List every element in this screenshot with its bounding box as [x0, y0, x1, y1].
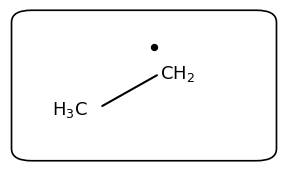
Text: CH$_2$: CH$_2$ [160, 64, 195, 84]
Point [152, 46, 156, 48]
FancyBboxPatch shape [12, 10, 276, 161]
Text: H$_3$C: H$_3$C [52, 100, 88, 120]
